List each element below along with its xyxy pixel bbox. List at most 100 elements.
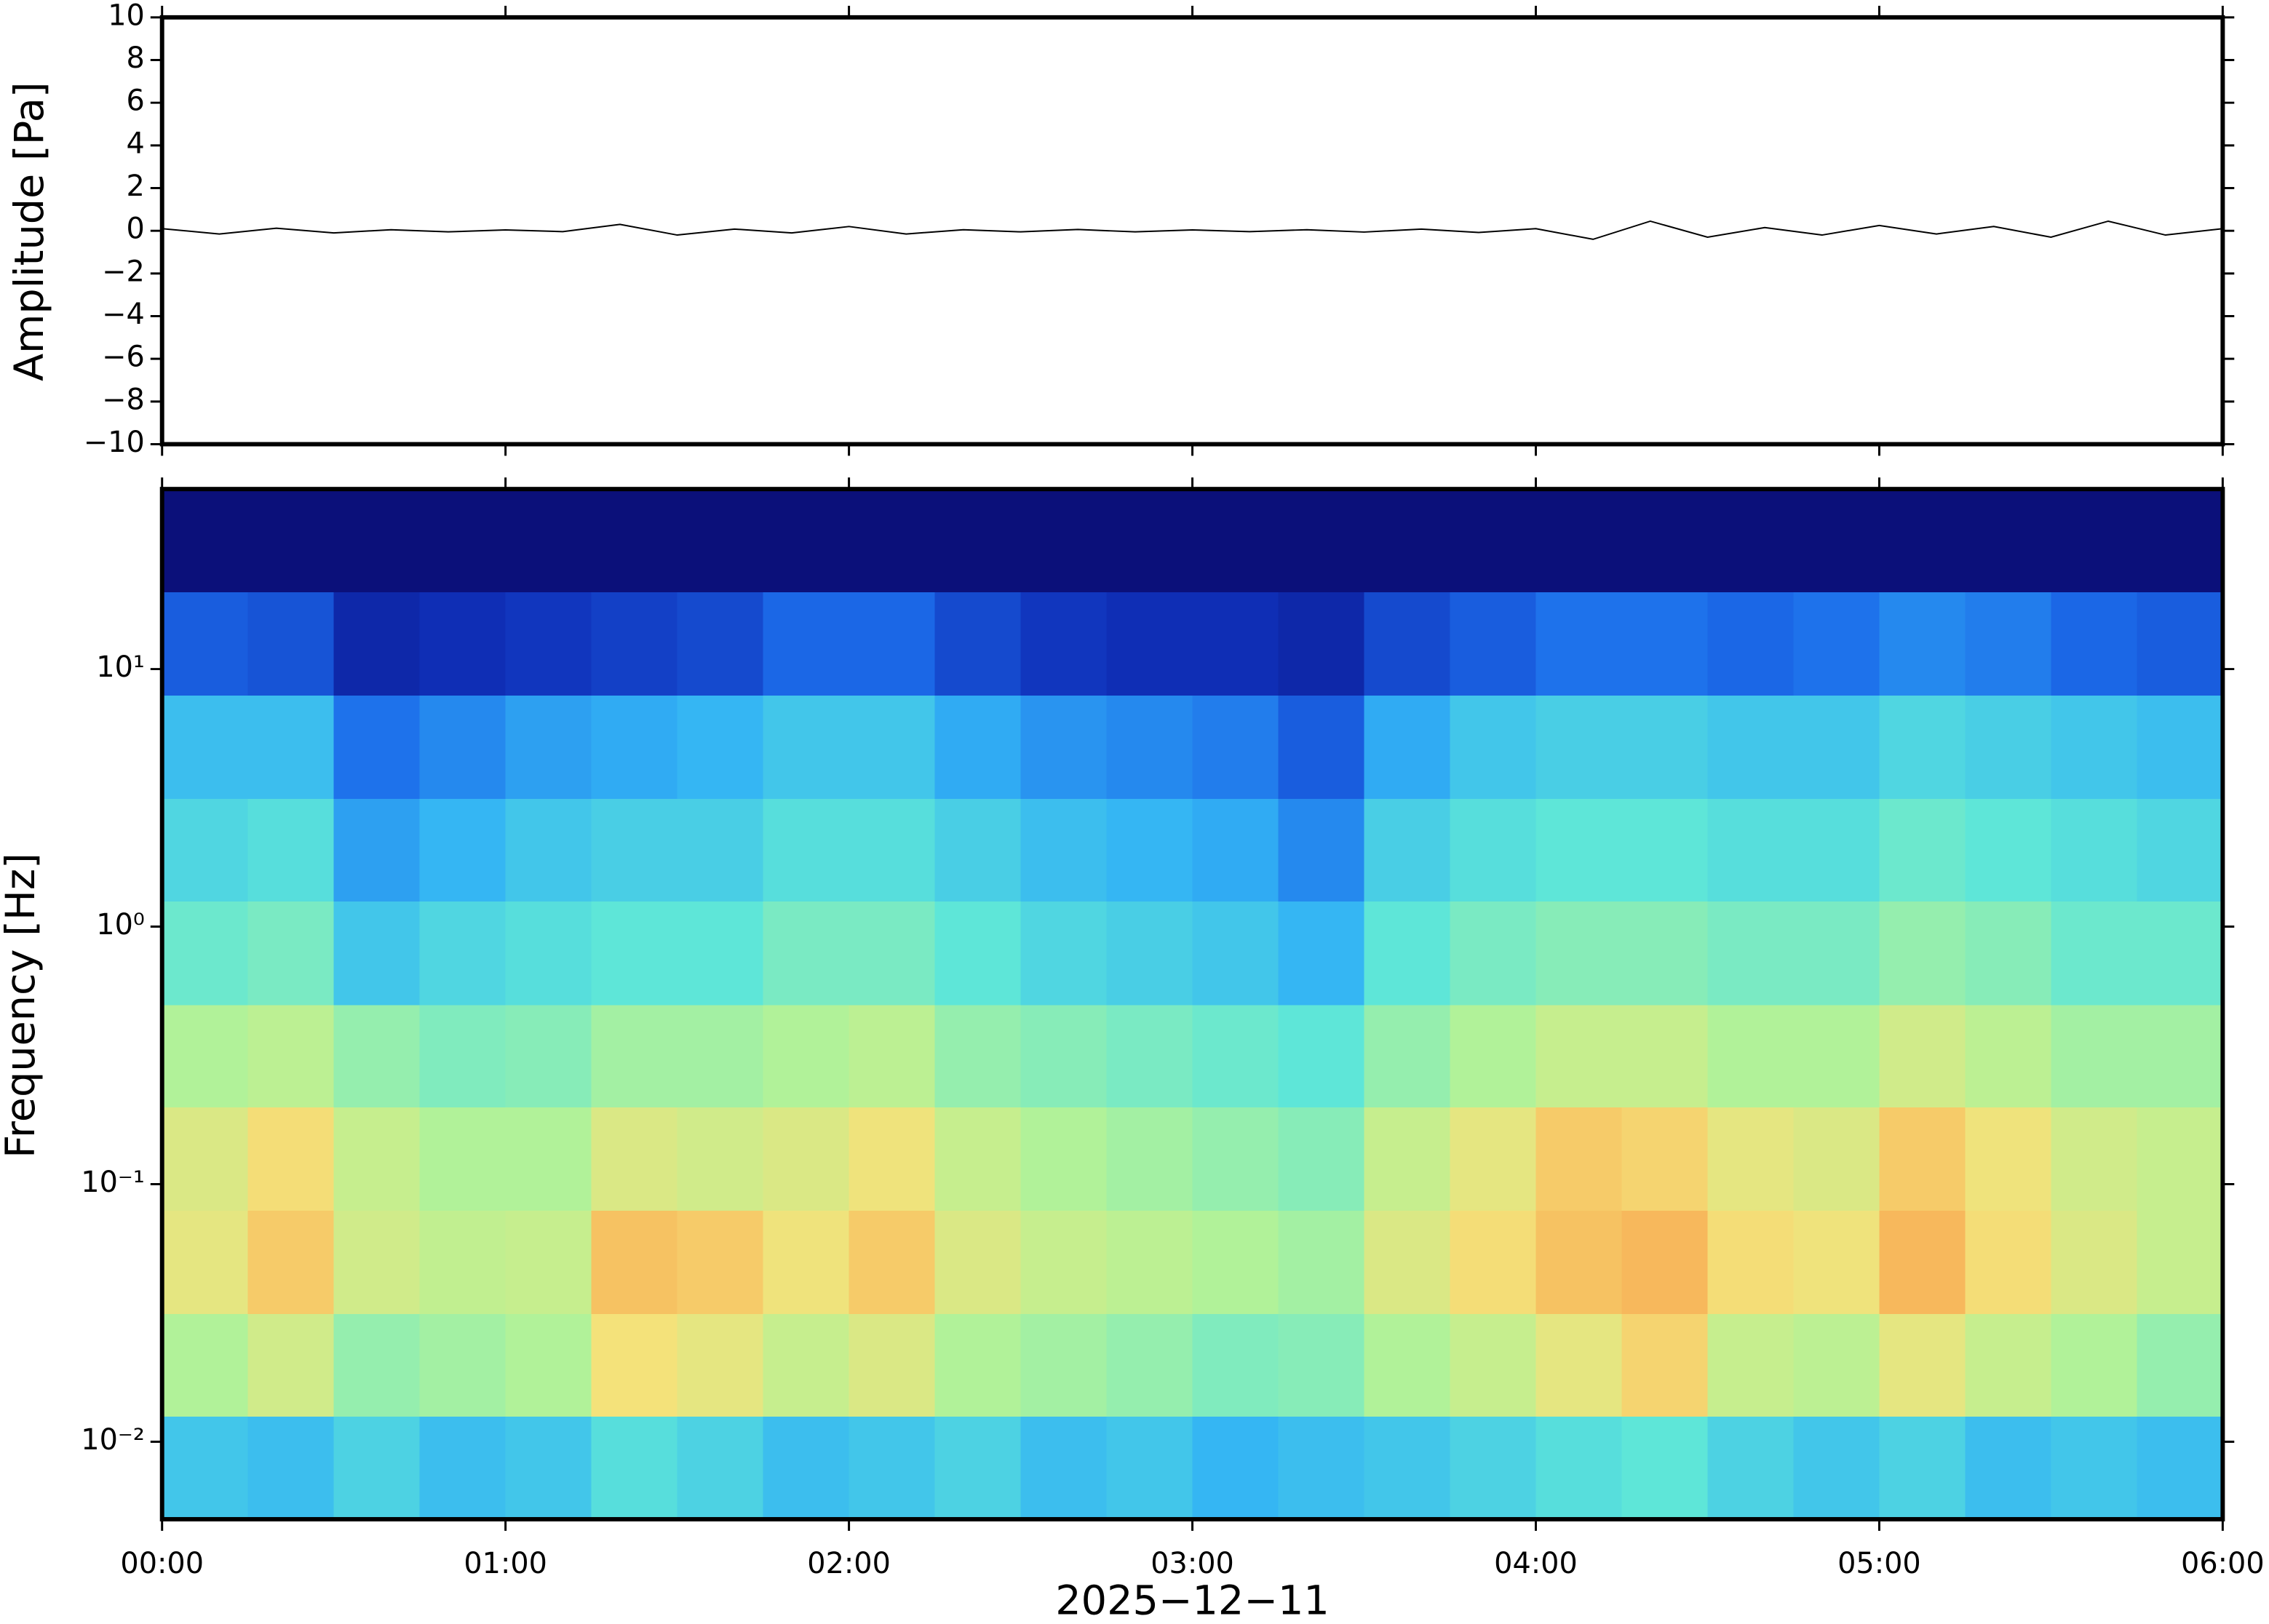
y-axis-label: Frequency [Hz] <box>0 853 44 1158</box>
spectrogram-cell <box>1192 592 1279 696</box>
spectrogram-cell <box>1278 1004 1365 1108</box>
spectrogram-cell <box>1879 797 1966 902</box>
spectrogram-cell <box>2051 901 2138 1006</box>
x-tick-label: 02:00 <box>807 1547 891 1580</box>
spectrogram-cell <box>1707 1004 1795 1108</box>
spectrogram-cell <box>333 1209 421 1314</box>
spectrogram-cell <box>247 1415 335 1521</box>
spectrogram-cell <box>1621 901 1709 1006</box>
spectrogram-cell <box>505 695 592 799</box>
spectrogram-cell <box>1707 901 1795 1006</box>
spectrogram-cell <box>1879 1106 1966 1211</box>
spectrogram-cell <box>934 592 1022 696</box>
spectrogram-cell <box>1793 901 1880 1006</box>
spectrogram-cell <box>162 1004 249 1108</box>
spectrogram-cell <box>763 1313 850 1417</box>
spectrogram-cell <box>1364 1004 1451 1108</box>
spectrogram-cell <box>1621 489 1709 593</box>
spectrogram-cell <box>1278 1313 1365 1417</box>
spectrogram-cell <box>1450 901 1537 1006</box>
spectrogram-cell <box>1793 1415 1880 1521</box>
spectrogram-cell <box>2137 1313 2224 1417</box>
spectrogram-cell <box>1106 797 1193 902</box>
spectrogram-cell <box>2137 489 2224 593</box>
y-tick-label: 6 <box>127 84 145 118</box>
spectrogram-cell <box>1106 592 1193 696</box>
spectrogram-cell <box>1621 1313 1709 1417</box>
spectrogram-cell <box>763 1004 850 1108</box>
spectrogram-cell <box>505 901 592 1006</box>
spectrogram-cell <box>1621 1004 1709 1108</box>
spectrogram-cell <box>1020 901 1108 1006</box>
spectrogram-cell <box>1364 592 1451 696</box>
spectrogram-cell <box>505 1106 592 1211</box>
spectrogram-cell <box>1965 489 2052 593</box>
spectrogram-cell <box>763 1209 850 1314</box>
spectrogram-cell <box>419 1415 506 1521</box>
spectrogram-cell <box>1535 1415 1623 1521</box>
spectrogram-cell <box>2137 592 2224 696</box>
spectrogram-cell <box>591 1106 678 1211</box>
spectrogram-cell <box>849 1415 936 1521</box>
spectrogram-cell <box>162 695 249 799</box>
y-tick-label: 8 <box>127 41 145 75</box>
spectrogram-cell <box>419 592 506 696</box>
x-tick-label: 06:00 <box>2181 1547 2265 1580</box>
spectrogram-cell <box>677 1415 764 1521</box>
spectrogram-cell <box>1621 1209 1709 1314</box>
spectrogram-cell <box>1020 1106 1108 1211</box>
spectrogram-cell <box>2051 1415 2138 1521</box>
spectrogram-cell <box>2137 797 2224 902</box>
y-axis-label: Amplitude [Pa] <box>6 81 53 381</box>
spectrogram-cell <box>1106 901 1193 1006</box>
spectrogram-cell <box>419 901 506 1006</box>
spectrogram-cell <box>849 1209 936 1314</box>
spectrogram-cell <box>333 901 421 1006</box>
spectrogram-cell <box>247 1106 335 1211</box>
spectrogram-cell <box>591 1004 678 1108</box>
y-tick-label: −8 <box>102 383 145 416</box>
spectrogram-cell <box>1621 797 1709 902</box>
spectrogram-cell <box>162 1415 249 1521</box>
spectrogram-cell <box>849 797 936 902</box>
spectrogram-cell <box>2051 797 2138 902</box>
spectrogram-cell <box>2137 1004 2224 1108</box>
x-tick-label: 00:00 <box>120 1547 204 1580</box>
spectrogram-cell <box>1535 1106 1623 1211</box>
spectrogram-cell <box>1793 592 1880 696</box>
y-tick-label: 0 <box>127 212 145 246</box>
spectrogram-cell <box>1364 1106 1451 1211</box>
spectrogram-cell <box>1621 1415 1709 1521</box>
spectrogram-cell <box>763 695 850 799</box>
spectrogram-cell <box>247 901 335 1006</box>
spectrogram-cell <box>1535 1313 1623 1417</box>
spectrogram-cell <box>505 489 592 593</box>
spectrogram-cell <box>1965 797 2052 902</box>
spectrogram-cell <box>162 1106 249 1211</box>
spectrogram-cell <box>1278 1209 1365 1314</box>
spectrogram-cell <box>1879 1415 1966 1521</box>
spectrogram-cell <box>1535 901 1623 1006</box>
spectrogram-cell <box>1020 1209 1108 1314</box>
spectrogram-cell <box>677 1004 764 1108</box>
y-tick-label: 10⁻² <box>81 1423 145 1457</box>
spectrogram-cell <box>1106 1209 1193 1314</box>
spectrogram-cell <box>1192 797 1279 902</box>
spectrogram-cell <box>849 1313 936 1417</box>
spectrogram-cell <box>934 1313 1022 1417</box>
spectrogram-cell <box>1192 489 1279 593</box>
spectrogram-cell <box>934 1106 1022 1211</box>
spectrogram-cell <box>934 797 1022 902</box>
spectrogram-cell <box>1707 1209 1795 1314</box>
spectrogram-cell <box>763 1106 850 1211</box>
spectrogram-cell <box>763 489 850 593</box>
spectrogram-cell <box>591 1313 678 1417</box>
spectrogram-cell <box>1965 1313 2052 1417</box>
spectrogram-cell <box>1278 592 1365 696</box>
spectrogram-cell <box>1450 797 1537 902</box>
spectrogram-cell <box>1707 1415 1795 1521</box>
spectrogram-cell <box>2137 695 2224 799</box>
spectrogram-cell <box>162 489 249 593</box>
spectrogram-cell <box>934 695 1022 799</box>
